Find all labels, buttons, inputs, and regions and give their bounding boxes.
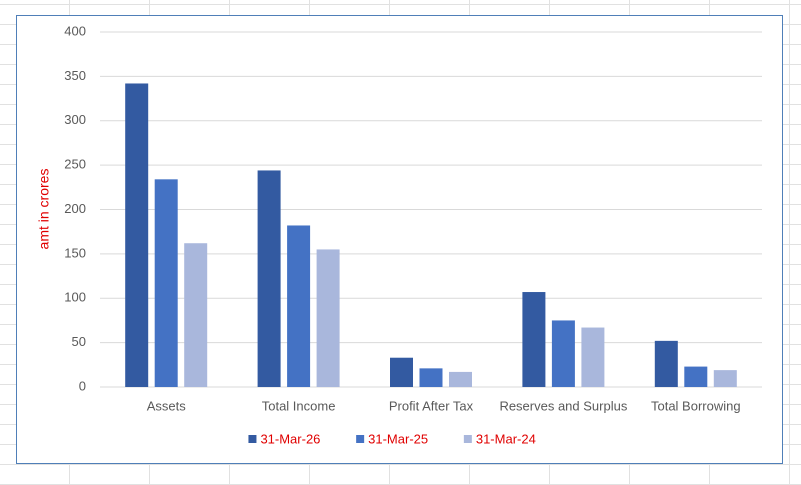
- y-tick-label: 250: [64, 157, 86, 172]
- y-tick-label: 300: [64, 112, 86, 127]
- legend-label: 31-Mar-26: [260, 431, 320, 446]
- bar: [125, 83, 149, 387]
- x-tick-label: Total Income: [262, 398, 336, 413]
- y-tick-label: 200: [64, 201, 86, 216]
- bar: [257, 170, 281, 387]
- x-tick-label: Assets: [147, 398, 187, 413]
- y-tick-label: 400: [64, 23, 86, 38]
- x-tick-label: Total Borrowing: [651, 398, 741, 413]
- y-tick-label: 50: [72, 334, 86, 349]
- legend-swatch: [463, 435, 472, 443]
- bar: [581, 327, 605, 387]
- bar: [184, 243, 208, 387]
- y-tick-label: 0: [79, 378, 86, 393]
- legend-label: 31-Mar-24: [476, 431, 536, 446]
- bar: [684, 366, 708, 387]
- y-tick-label: 100: [64, 290, 86, 305]
- bar: [316, 249, 340, 387]
- y-tick-label: 150: [64, 245, 86, 260]
- bar: [654, 340, 678, 387]
- y-tick-label: 350: [64, 68, 86, 83]
- bar: [551, 320, 575, 387]
- legend-label: 31-Mar-25: [368, 431, 428, 446]
- x-tick-label: Profit After Tax: [389, 398, 474, 413]
- x-tick-label: Reserves and Surplus: [499, 398, 627, 413]
- legend-swatch: [356, 435, 365, 443]
- y-axis-title: amt in crores: [36, 169, 52, 250]
- bar: [287, 225, 311, 387]
- bar: [154, 179, 178, 387]
- bar: [522, 292, 546, 387]
- legend-swatch: [248, 435, 257, 443]
- bar: [713, 370, 737, 387]
- bar: [419, 368, 443, 387]
- bar: [449, 371, 472, 387]
- bar: [390, 357, 413, 387]
